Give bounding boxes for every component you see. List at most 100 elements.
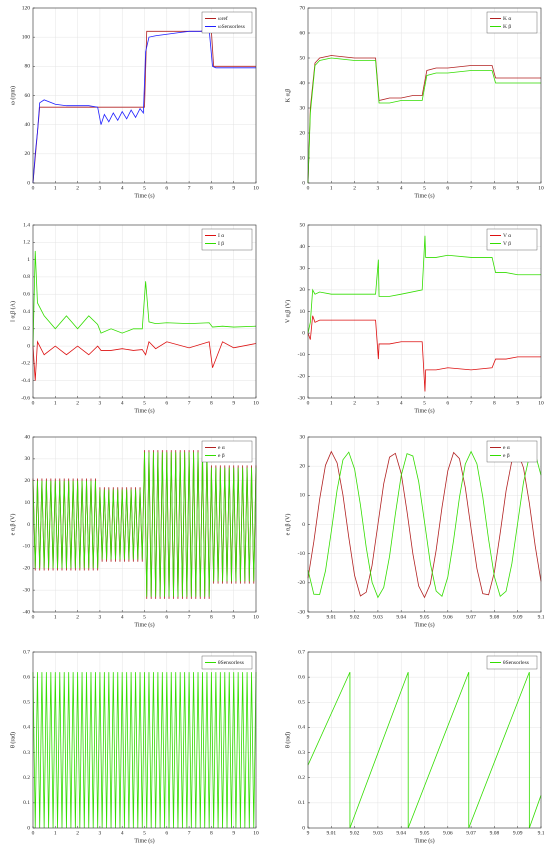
y-tick-label: 1 (27, 257, 30, 263)
x-tick-label: 2 (353, 400, 356, 406)
axes-frame (307, 224, 542, 399)
data-line (32, 452, 257, 597)
x-tick-label: 10 (253, 400, 259, 406)
x-tick-label: 9 (307, 830, 310, 836)
x-tick-label: 5 (143, 830, 146, 836)
data-line (307, 55, 541, 184)
y-axis-label: θ (rad) (9, 732, 16, 748)
axes-frame (307, 436, 542, 613)
x-tick-label: 0 (32, 185, 35, 191)
x-tick-label: 6 (446, 400, 449, 406)
x-tick-label: 9 (232, 185, 235, 191)
x-tick-label: 2 (76, 614, 79, 620)
y-tick-label: -10 (298, 551, 306, 557)
data-line (307, 450, 542, 599)
x-tick-label: 6 (165, 185, 168, 191)
legend-label: e α (218, 445, 225, 451)
x-tick-label: 3 (377, 400, 380, 406)
axes-frame (307, 651, 542, 829)
y-tick-label: 0.6 (23, 674, 30, 680)
legend-box (201, 655, 253, 670)
x-tick-label: 2 (76, 830, 79, 836)
x-tick-label: 9 (232, 614, 235, 620)
x-tick-label: 1 (54, 400, 57, 406)
x-tick-label: 9.02 (350, 830, 360, 836)
axes-frame (32, 651, 257, 829)
y-axis-label: I α,β (A) (9, 301, 16, 322)
x-tick-label: 2 (76, 400, 79, 406)
x-tick-label: 10 (253, 830, 259, 836)
x-tick-label: 0 (32, 830, 35, 836)
y-tick-label: 0.8 (23, 274, 30, 280)
legend-box (486, 655, 538, 670)
y-tick-label: 0 (302, 825, 305, 831)
x-tick-label: 5 (143, 400, 146, 406)
x-tick-label: 9.05 (420, 614, 430, 620)
x-tick-label: 5 (423, 400, 426, 406)
x-tick-label: 3 (377, 185, 380, 191)
x-tick-label: 6 (165, 400, 168, 406)
x-tick-label: 6 (165, 614, 168, 620)
x-tick-label: 9.03 (373, 614, 383, 620)
legend-box (486, 440, 538, 463)
data-line (307, 671, 542, 829)
legend-label: I β (218, 241, 224, 247)
x-tick-label: 10 (253, 185, 259, 191)
y-tick-label: 40 (300, 80, 306, 86)
x-tick-label: 8 (493, 185, 496, 191)
panel: 0 1 2 3 4 5 6 7 8 9 10 0 10 20 30 40 50 60 70 Time (s) K α,β… (285, 5, 544, 199)
x-axis-label: Time (s) (134, 407, 154, 414)
y-tick-label: 0.5 (298, 700, 305, 706)
x-tick-label: 7 (470, 400, 473, 406)
y-axis-label: e α,β (V) (9, 514, 16, 536)
x-tick-label: 8 (210, 185, 213, 191)
x-tick-label: 9.04 (396, 830, 406, 836)
legend-label: V α (503, 233, 511, 239)
x-tick-label: 3 (99, 830, 102, 836)
y-tick-label: 10 (300, 309, 306, 315)
x-tick-label: 10 (538, 400, 544, 406)
data-line (307, 57, 541, 184)
y-tick-label: -30 (298, 609, 306, 615)
data-line (307, 235, 541, 334)
x-tick-label: 9.1 (538, 830, 545, 836)
y-tick-label: 0.3 (23, 750, 30, 756)
y-tick-label: 0.2 (298, 775, 305, 781)
y-tick-label: 0.7 (298, 649, 305, 655)
panel: 9 9.01 9.02 9.03 9.04 9.05 9.06 9.07 9.08 9.09 9.1… (284, 434, 544, 628)
y-tick-label: -0.2 (21, 361, 30, 367)
x-axis-label: Time (s) (134, 192, 154, 199)
y-tick-label: -10 (23, 544, 31, 550)
y-tick-label: 100 (22, 34, 31, 40)
legend-box (201, 228, 253, 251)
legend: I α I β (201, 228, 253, 251)
x-tick-label: 7 (188, 400, 191, 406)
legend: e α e β (486, 440, 538, 463)
legend-label: K β (503, 24, 511, 30)
x-tick-label: 9.07 (466, 614, 476, 620)
y-axis-label: e α,β (V) (284, 514, 291, 536)
y-tick-label: 0.1 (23, 800, 30, 806)
x-tick-label: 5 (143, 185, 146, 191)
y-tick-label: 1.4 (23, 222, 30, 228)
y-tick-label: 0 (27, 180, 30, 186)
x-tick-label: 9.02 (350, 614, 360, 620)
y-tick-label: 0.1 (298, 800, 305, 806)
y-tick-label: 0.4 (23, 309, 30, 315)
y-tick-label: 20 (300, 463, 306, 469)
x-tick-label: 9 (232, 400, 235, 406)
x-tick-label: 4 (400, 400, 403, 406)
x-tick-label: 7 (188, 185, 191, 191)
legend: ωref ωSensorless (201, 11, 253, 34)
y-tick-label: 20 (25, 478, 31, 484)
y-tick-label: -20 (298, 374, 306, 380)
x-tick-label: 9.09 (513, 830, 523, 836)
x-tick-label: 9 (307, 614, 310, 620)
panel: 0 1 2 3 4 5 6 7 8 9 10 -30 -20 -10 0 10 20 30 40 50 Time (s)… (284, 222, 544, 414)
x-tick-label: 9.04 (396, 614, 406, 620)
y-tick-label: 60 (25, 93, 31, 99)
y-tick-label: 50 (300, 55, 306, 61)
y-tick-label: 80 (25, 64, 31, 70)
y-axis-label: ω (rpm) (9, 86, 16, 105)
y-tick-label: 0.3 (298, 750, 305, 756)
